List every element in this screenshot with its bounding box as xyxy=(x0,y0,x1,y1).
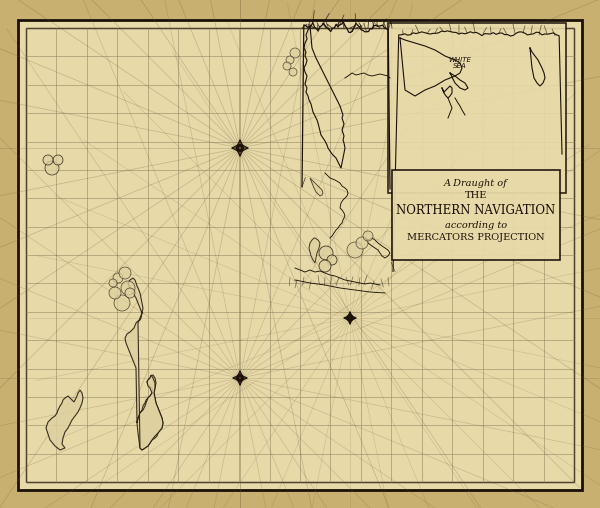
Text: NORTHERN NAVIGATION: NORTHERN NAVIGATION xyxy=(397,204,556,216)
Circle shape xyxy=(114,295,130,311)
Text: SEA: SEA xyxy=(453,63,467,69)
Bar xyxy=(388,23,566,193)
Circle shape xyxy=(319,260,331,272)
Circle shape xyxy=(363,231,373,241)
Circle shape xyxy=(53,155,63,165)
Circle shape xyxy=(327,255,337,265)
Circle shape xyxy=(283,62,291,70)
Text: MERCATORS PROJECTION: MERCATORS PROJECTION xyxy=(407,234,545,242)
Circle shape xyxy=(319,246,333,260)
Polygon shape xyxy=(125,278,163,450)
Circle shape xyxy=(286,56,294,64)
Polygon shape xyxy=(137,375,163,450)
Circle shape xyxy=(290,48,300,58)
Circle shape xyxy=(347,242,363,258)
Circle shape xyxy=(109,279,117,287)
Bar xyxy=(392,170,560,260)
Circle shape xyxy=(109,287,121,299)
Circle shape xyxy=(356,237,368,249)
Circle shape xyxy=(45,161,59,175)
Polygon shape xyxy=(309,238,320,263)
Circle shape xyxy=(43,155,53,165)
Text: THE: THE xyxy=(465,192,487,201)
Circle shape xyxy=(289,68,297,76)
Circle shape xyxy=(119,267,131,279)
Text: WHITE: WHITE xyxy=(449,57,472,63)
Polygon shape xyxy=(310,178,323,196)
Text: according to: according to xyxy=(445,220,507,230)
Bar xyxy=(26,28,574,482)
Polygon shape xyxy=(46,390,83,450)
Circle shape xyxy=(121,281,135,295)
Circle shape xyxy=(125,288,135,298)
Text: A Draught of: A Draught of xyxy=(444,179,508,188)
Circle shape xyxy=(113,273,123,283)
